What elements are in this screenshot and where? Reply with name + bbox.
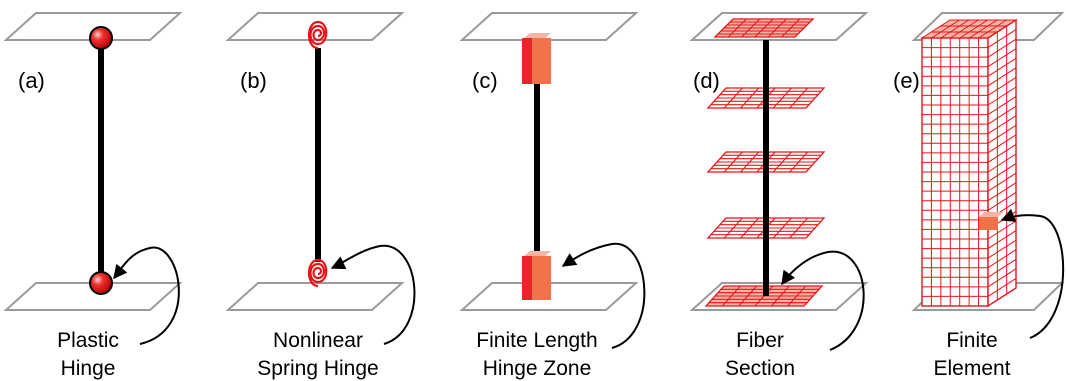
panel-a: (a) Plastic Hinge bbox=[3, 12, 183, 380]
panel-label: (e) bbox=[893, 68, 920, 93]
bottom-plate bbox=[3, 282, 183, 311]
top-plate bbox=[689, 12, 869, 41]
caption-line-2: Hinge Zone bbox=[483, 357, 592, 380]
panel-b: (b) Nonlinear Spring Hinge bbox=[225, 12, 416, 380]
panel-label: (c) bbox=[472, 68, 498, 93]
callout-arrow bbox=[113, 246, 180, 345]
caption-line-2: Element bbox=[933, 357, 1010, 380]
callout-arrow bbox=[561, 242, 646, 349]
bottom-spring-hinge bbox=[307, 258, 328, 288]
panel-e: (e) Finite Element bbox=[893, 12, 1065, 380]
top-hinge-zone-block bbox=[522, 33, 551, 84]
panel-label: (b) bbox=[240, 68, 267, 93]
top-plastic-hinge-sphere bbox=[89, 26, 113, 50]
caption-line-2: Section bbox=[725, 357, 795, 380]
top-spring-hinge bbox=[307, 20, 328, 50]
caption-line-1: Nonlinear bbox=[273, 329, 363, 352]
panel-d: (d) Fiber Section bbox=[689, 12, 869, 380]
bottom-plate bbox=[689, 282, 869, 311]
caption-line-1: Finite Length bbox=[476, 329, 597, 352]
top-plate bbox=[3, 12, 183, 41]
caption-line-2: Hinge bbox=[61, 357, 116, 380]
top-plate bbox=[911, 12, 1065, 41]
bottom-plate bbox=[225, 282, 405, 311]
solid-finite-element-mesh bbox=[920, 18, 1018, 308]
fiber-section-top bbox=[713, 18, 815, 38]
fiber-sections bbox=[704, 18, 826, 307]
caption-line-1: Finite bbox=[946, 329, 997, 352]
highlighted-element bbox=[979, 212, 1003, 230]
panel-label: (a) bbox=[18, 68, 45, 93]
bottom-plate bbox=[459, 282, 639, 311]
panel-label: (d) bbox=[693, 68, 720, 93]
callout-arrow bbox=[781, 250, 865, 351]
top-plate bbox=[459, 12, 639, 41]
callout-arrow bbox=[330, 244, 416, 345]
caption-line-1: Fiber bbox=[736, 329, 784, 352]
caption-line-2: Spring Hinge bbox=[257, 357, 378, 380]
callout-arrow bbox=[1000, 208, 1065, 339]
panel-c: (c) Finite Length Hinge Zone bbox=[459, 12, 646, 380]
top-plate bbox=[225, 12, 405, 41]
caption-line-1: Plastic bbox=[57, 329, 119, 352]
bottom-hinge-zone-block bbox=[522, 251, 551, 300]
bottom-plastic-hinge-sphere bbox=[89, 271, 113, 295]
